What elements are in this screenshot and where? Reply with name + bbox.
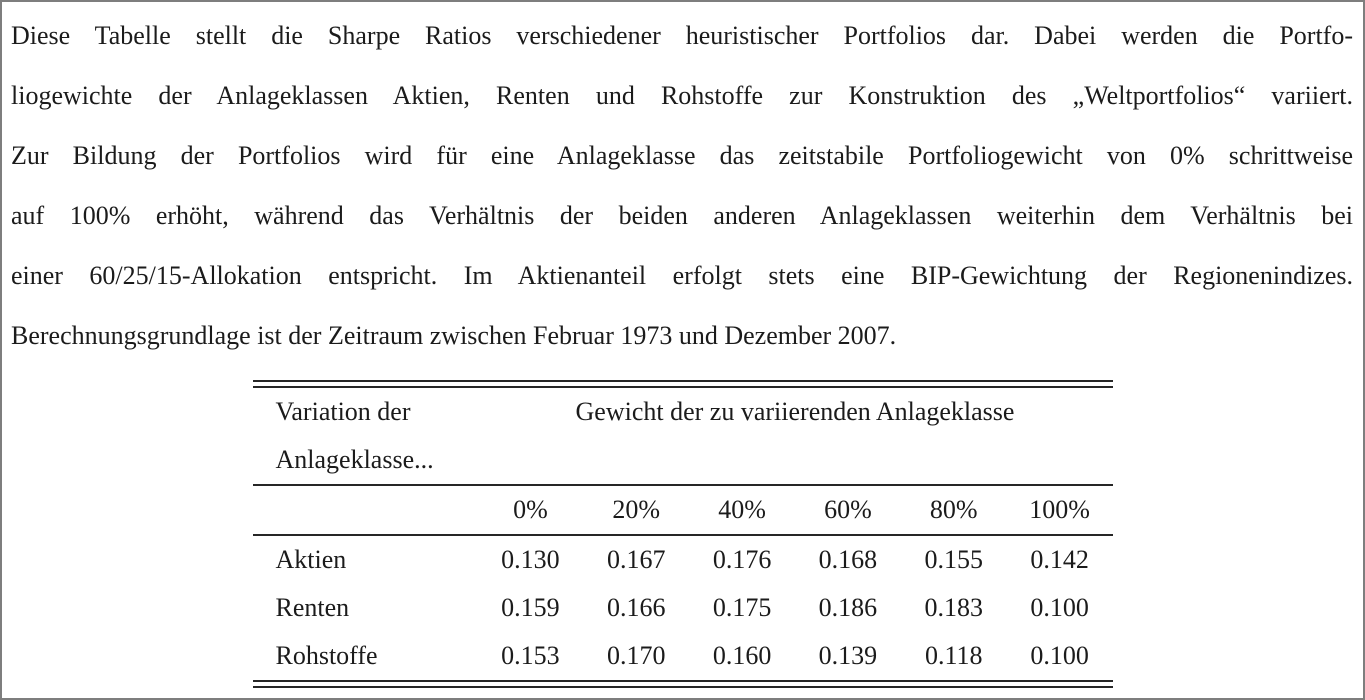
cell-value: 0.183 [924,593,983,622]
row-label: Rohstoffe [275,641,378,670]
cell-value: 0.159 [501,593,560,622]
cell-value: 0.155 [924,545,983,574]
cell-value: 0.118 [924,641,983,670]
cell-value: 0.170 [606,641,666,670]
weight-header: 80% [929,495,978,524]
cell-value: 0.139 [818,641,878,670]
cell-value: 0.100 [1030,641,1089,670]
header-span-title: Gewicht der zu variierenden Anlageklasse [575,397,1015,426]
cell-value: 0.167 [606,545,666,574]
cell-value: 0.153 [501,641,560,670]
table-bottom-double-rule [252,680,1113,688]
cell-value: 0.166 [606,593,666,622]
sharpe-ratio-table: Variation der Gewicht der zu variierende… [252,380,1113,688]
table-row-renten: Renten 0.159 0.166 0.175 0.186 0.183 0.1… [253,584,1113,632]
header-col1-line1: Variation der [275,397,411,426]
cell-value: 0.160 [712,641,772,670]
row-label: Renten [275,593,350,622]
table-header-row-1: Variation der Gewicht der zu variierende… [253,388,1113,436]
table-header-row-2: Anlageklasse... [253,436,1113,484]
cell-value: 0.175 [712,593,772,622]
table-weights-row: 0% 20% 40% 60% 80% 100% [253,486,1113,534]
table-caption-paragraph: Diese Tabelle stellt die Sharpe Ratios v… [2,2,1363,366]
paragraph-line: auf 100% erhöht, während das Verhältnis … [11,201,1353,230]
cell-value: 0.100 [1030,593,1089,622]
paragraph-line: Berechnungsgrundlage ist der Zeitraum zw… [11,321,897,350]
header-col1-line2: Anlageklasse... [275,445,434,474]
weight-header: 20% [612,495,661,524]
paragraph-line: Diese Tabelle stellt die Sharpe Ratios v… [11,21,1353,50]
table-mid-rule-1 [252,484,1113,486]
cell-value: 0.168 [818,545,878,574]
paragraph-line: einer 60/25/15-Allokation entspricht. Im… [11,261,1353,290]
table-mid-rule-2 [252,534,1113,536]
table-top-double-rule [252,380,1113,388]
cell-value: 0.186 [818,593,878,622]
weight-header: 60% [824,495,872,524]
cell-value: 0.142 [1030,545,1089,574]
row-label: Aktien [275,545,347,574]
table-row-rohstoffe: Rohstoffe 0.153 0.170 0.160 0.139 0.118 … [253,632,1113,680]
paragraph-line: Zur Bildung der Portfolios wird für eine… [11,141,1353,170]
table-row-aktien: Aktien 0.130 0.167 0.176 0.168 0.155 0.1… [253,536,1113,584]
weight-header: 100% [1029,495,1090,524]
cell-value: 0.130 [501,545,560,574]
weight-header: 40% [718,495,766,524]
cell-value: 0.176 [712,545,772,574]
paragraph-line: liogewichte der Anlageklassen Aktien, Re… [11,81,1353,110]
weight-header: 0% [513,495,548,524]
